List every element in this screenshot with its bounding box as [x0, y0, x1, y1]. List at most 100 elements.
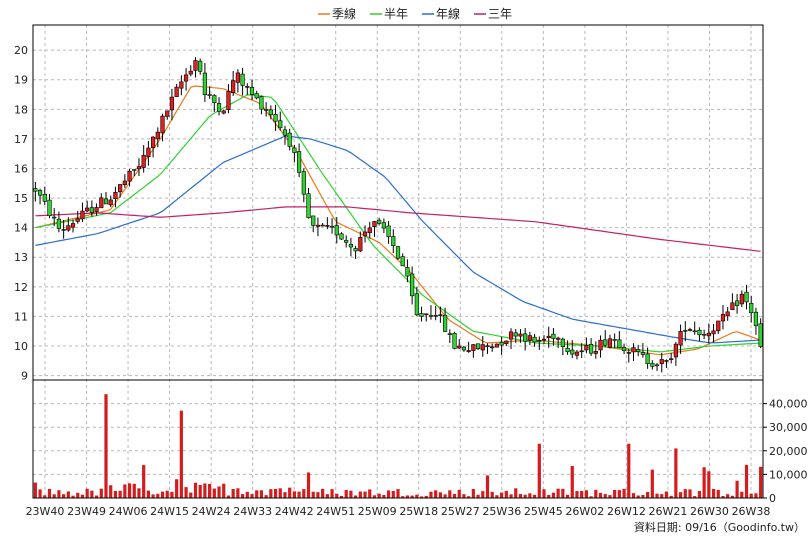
volume-bar [561, 488, 565, 498]
candle-body [734, 300, 740, 306]
volume-bar [608, 495, 612, 498]
volume-bar [396, 489, 400, 498]
volume-bar [358, 491, 362, 498]
volume-bar [580, 490, 584, 498]
volume-bar [43, 495, 47, 498]
volume-bar [344, 489, 348, 498]
price-tick-label: 12 [14, 281, 28, 294]
volume-bar [377, 493, 381, 498]
candle-body [574, 351, 580, 356]
candle-body [588, 344, 594, 354]
volume-bar [179, 410, 183, 498]
volume-bar [452, 493, 457, 498]
volume-bar [721, 495, 725, 498]
candle-body [400, 256, 405, 267]
candle-body [301, 171, 306, 195]
volume-bar [636, 495, 640, 498]
volume-bar [660, 494, 664, 498]
candle-body [391, 236, 396, 246]
volume-bar [613, 489, 617, 498]
candle-body [56, 218, 62, 229]
candle-body [249, 87, 255, 95]
candle-body [377, 219, 382, 224]
price-grid [33, 25, 763, 498]
x-tick-label: 26W21 [649, 505, 688, 518]
volume-bar [467, 496, 471, 498]
volume-bar [419, 496, 424, 498]
candle-body [165, 110, 170, 117]
candle-body [744, 291, 749, 303]
volume-bar [160, 491, 165, 498]
legend-label-2: 年線 [436, 6, 460, 21]
candle-body [687, 329, 693, 331]
candle-body [80, 210, 85, 220]
volume-bar [85, 488, 89, 498]
volume-bar [594, 489, 598, 498]
volume-bar [335, 493, 339, 498]
candle-body [61, 229, 66, 231]
volume-bar [292, 491, 296, 498]
candle-body [753, 311, 759, 326]
candle-body [636, 349, 641, 352]
volume-bar [509, 494, 513, 498]
volume-bar [99, 488, 103, 498]
candle-body [518, 333, 523, 337]
volume-bar [250, 494, 254, 498]
candle-body [66, 225, 71, 231]
volume-bar [429, 491, 433, 498]
candle-body [410, 273, 415, 297]
candle-body [150, 136, 156, 149]
volume-bar [151, 494, 155, 498]
volume-bar [90, 490, 94, 498]
volume-bar [146, 490, 150, 498]
volume-panel-frame [32, 379, 764, 499]
candle-body [221, 110, 226, 114]
volume-bar [547, 494, 551, 498]
candle-body [570, 349, 575, 355]
price-tick-label: 19 [14, 74, 28, 87]
volume-bar [71, 495, 75, 498]
candle-body [654, 364, 660, 367]
volume-bar [170, 491, 174, 498]
volume-bar [730, 495, 734, 498]
price-tick-label: 9 [21, 370, 28, 383]
candle-body [42, 193, 47, 202]
candle-body [268, 109, 273, 116]
candle-body [739, 293, 744, 305]
volume-bar [382, 494, 386, 498]
candle-body [174, 86, 179, 97]
volume-bar [438, 492, 442, 498]
candle-body [621, 347, 627, 351]
volume-bar [646, 492, 650, 498]
candle-body [447, 333, 452, 335]
volume-bar [325, 494, 329, 498]
volume-bar [424, 495, 428, 498]
candle-body [37, 190, 43, 196]
candle-body [626, 352, 631, 354]
candle-body [169, 96, 175, 111]
candle-body [89, 207, 94, 213]
candle-body [202, 72, 208, 95]
x-tick-label: 26W02 [565, 505, 604, 518]
volume-bar [565, 494, 570, 498]
volume-bar [104, 394, 108, 498]
volume-bar [697, 491, 702, 498]
candle-body [381, 222, 386, 229]
volume-bar [386, 490, 391, 498]
candle-body [344, 239, 349, 243]
volume-bar [457, 489, 461, 498]
x-tick-label: 26W38 [732, 505, 771, 518]
volume-bar [481, 491, 485, 498]
candle-body [442, 314, 448, 332]
volume-bar [184, 487, 188, 498]
volume-bar [707, 471, 711, 498]
candle-body [551, 333, 556, 339]
x-tick-label: 26W30 [690, 505, 729, 518]
candle-body [593, 350, 598, 354]
volume-bar [203, 483, 207, 498]
candle-body [556, 337, 561, 340]
volume-bar [476, 494, 480, 498]
volume-bar [622, 488, 626, 498]
candle-body [329, 225, 335, 228]
